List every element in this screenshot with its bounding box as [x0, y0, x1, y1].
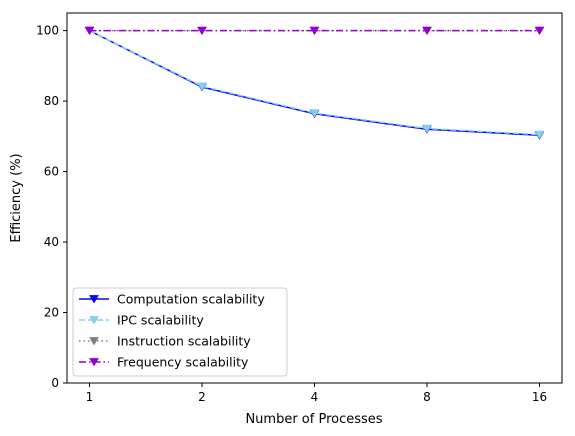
legend-label: Instruction scalability [117, 334, 251, 349]
x-axis-label: Number of Processes [245, 412, 382, 427]
y-tick-label: 80 [44, 94, 59, 108]
y-tick-label: 0 [51, 376, 59, 390]
legend-box [72, 287, 288, 377]
y-tick-label: 40 [44, 235, 59, 249]
data-point [197, 82, 207, 91]
y-axis-ticks: 0 20 40 60 80 100 [36, 24, 67, 390]
legend-item-ipc-scalability: IPC scalability [79, 313, 204, 328]
legend-item-frequency-scalability: Frequency scalability [79, 355, 249, 370]
x-tick-label: 1 [86, 390, 94, 404]
x-axis-ticks: 1 2 4 8 16 [86, 383, 547, 404]
plot-marks [84, 26, 545, 140]
x-tick-label: 8 [423, 390, 431, 404]
series-computation-scalability [84, 26, 545, 140]
x-tick-label: 2 [198, 390, 206, 404]
legend-label: IPC scalability [117, 313, 204, 328]
legend-label: Frequency scalability [117, 355, 249, 370]
data-point [309, 26, 320, 36]
data-point [422, 26, 432, 36]
series-line [89, 29, 540, 137]
legend-item-instruction-scalability: Instruction scalability [79, 334, 251, 349]
x-tick-label: 4 [311, 390, 319, 404]
legend-marker [89, 358, 99, 367]
legend-marker [89, 295, 99, 304]
series-ipc-scalability [84, 26, 545, 140]
data-point [197, 26, 207, 36]
data-point [534, 130, 545, 140]
data-point [84, 26, 95, 36]
data-point [534, 26, 545, 36]
data-point [422, 124, 432, 134]
y-tick-label: 60 [44, 165, 59, 179]
y-tick-label: 100 [36, 24, 59, 38]
y-tick-label: 20 [44, 306, 59, 320]
data-point [309, 109, 320, 118]
legend-marker [89, 316, 99, 325]
series-frequency-scalability [84, 26, 545, 36]
x-tick-label: 16 [532, 390, 547, 404]
legend: Computation scalability IPC scalability In… [72, 287, 288, 377]
y-axis-label: Efficiency (%) [9, 153, 24, 242]
series-line [89, 29, 540, 136]
legend-label: Computation scalability [117, 292, 265, 307]
legend-item-computation-scalability: Computation scalability [79, 292, 265, 307]
legend-marker [89, 337, 99, 346]
